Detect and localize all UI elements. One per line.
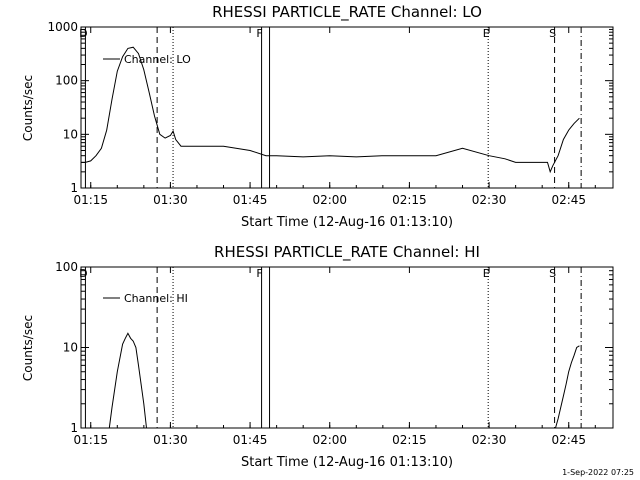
event-marker-label-hi-0: D <box>79 267 87 280</box>
chart-lo-title: RHESSI PARTICLE_RATE Channel: LO <box>212 3 482 22</box>
x-tick-label-hi-3: 02:00 <box>312 433 347 447</box>
x-tick-label-lo-1: 01:30 <box>153 193 188 207</box>
x-tick-label-lo-2: 01:45 <box>233 193 268 207</box>
event-marker-label-hi-3: F <box>256 267 262 280</box>
x-tick-label-hi-0: 01:15 <box>73 433 108 447</box>
chart-lo-series <box>81 46 580 174</box>
chart-lo-legend-label: Channel: LO <box>124 53 191 66</box>
chart-hi-xlabel: Start Time (12-Aug-16 01:13:10) <box>241 455 453 470</box>
series-line-hi-0 <box>108 332 147 429</box>
y-tick-label-lo-3: 1000 <box>47 20 78 34</box>
y-tick-label-hi-2: 100 <box>55 260 78 274</box>
series-line-hi-1 <box>555 345 580 429</box>
event-marker-label-lo-6: S <box>549 27 556 40</box>
x-tick-label-hi-5: 02:30 <box>472 433 507 447</box>
plot-timestamp: 1-Sep-2022 07:25 <box>562 468 634 477</box>
x-tick-label-hi-1: 01:30 <box>153 433 188 447</box>
chart-hi-title: RHESSI PARTICLE_RATE Channel: HI <box>214 243 480 262</box>
x-tick-label-lo-0: 01:15 <box>73 193 108 207</box>
y-tick-label-hi-1: 10 <box>63 341 78 355</box>
chart-hi-ylabel: Counts/sec <box>21 315 35 381</box>
chart-hi-legend: Channel: HI <box>103 292 188 305</box>
y-tick-label-lo-0: 1 <box>70 181 78 195</box>
y-tick-label-lo-1: 10 <box>63 127 78 141</box>
x-tick-label-hi-6: 02:45 <box>551 433 586 447</box>
chart-hi-series <box>108 332 580 429</box>
chart-hi-legend-label: Channel: HI <box>124 292 188 305</box>
x-tick-label-lo-6: 02:45 <box>551 193 586 207</box>
event-marker-label-hi-5: E <box>483 267 490 280</box>
x-tick-label-hi-2: 01:45 <box>233 433 268 447</box>
chart-lo-frame <box>80 26 614 189</box>
x-tick-label-lo-4: 02:15 <box>392 193 427 207</box>
chart-hi-ticks: 01:15 01:30 01:45 02:00 02:15 02:30 02:45 1 10 10… <box>55 260 613 447</box>
chart-lo: RHESSI PARTICLE_RATE Channel: LO 01:15 01… <box>21 3 614 230</box>
x-tick-label-lo-3: 02:00 <box>312 193 347 207</box>
chart-lo-legend: Channel: LO <box>103 53 191 66</box>
y-tick-label-hi-0: 1 <box>70 421 78 435</box>
y-tick-label-lo-2: 100 <box>55 74 78 88</box>
series-line-lo-0 <box>81 46 580 174</box>
event-marker-label-lo-5: E <box>483 27 490 40</box>
chart-lo-ylabel: Counts/sec <box>21 75 35 141</box>
event-marker-label-lo-3: F <box>256 27 262 40</box>
chart-lo-xlabel: Start Time (12-Aug-16 01:13:10) <box>241 215 453 230</box>
event-marker-label-lo-0: D <box>79 27 87 40</box>
x-tick-label-lo-5: 02:30 <box>472 193 507 207</box>
x-tick-label-hi-4: 02:15 <box>392 433 427 447</box>
chart-hi: RHESSI PARTICLE_RATE Channel: HI 01:15 01… <box>21 243 614 470</box>
event-marker-label-hi-6: S <box>549 267 556 280</box>
chart-lo-ticks: 01:15 01:30 01:45 02:00 02:15 02:30 02:45 1 10 10… <box>47 20 613 207</box>
